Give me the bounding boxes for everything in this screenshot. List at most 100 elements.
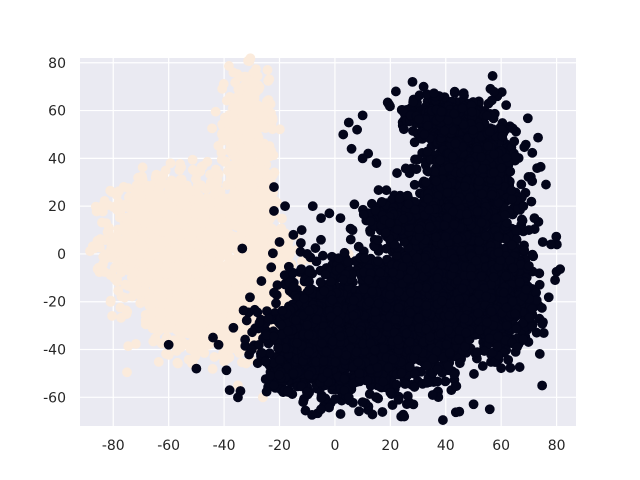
data-point xyxy=(114,212,125,223)
data-point xyxy=(187,254,198,265)
data-point xyxy=(251,64,261,74)
data-point xyxy=(190,239,200,249)
data-point xyxy=(265,99,276,109)
data-point xyxy=(262,65,273,75)
data-point xyxy=(177,337,188,348)
data-point xyxy=(199,294,209,304)
data-point xyxy=(248,235,258,246)
data-point xyxy=(207,231,218,242)
data-point xyxy=(102,227,113,238)
data-point xyxy=(335,409,346,419)
data-point xyxy=(347,225,358,236)
data-point xyxy=(239,71,250,82)
data-point xyxy=(241,315,252,326)
data-point xyxy=(249,77,260,88)
data-point xyxy=(248,203,259,214)
data-point xyxy=(113,261,124,271)
data-point xyxy=(147,213,157,224)
data-point xyxy=(120,279,131,290)
data-point xyxy=(145,247,156,258)
data-point xyxy=(158,170,169,180)
data-point xyxy=(284,249,295,260)
data-point xyxy=(163,245,174,256)
data-point xyxy=(477,361,488,371)
data-point xyxy=(438,415,448,425)
data-point xyxy=(266,262,277,273)
data-point xyxy=(245,53,256,64)
data-point xyxy=(377,407,388,417)
data-point xyxy=(409,382,420,392)
data-point xyxy=(226,266,237,277)
data-point xyxy=(207,123,217,134)
data-point xyxy=(223,166,233,176)
data-point xyxy=(122,265,133,276)
data-point xyxy=(353,241,364,252)
data-point xyxy=(189,325,200,336)
data-point xyxy=(264,74,275,85)
data-point xyxy=(310,243,321,253)
data-point xyxy=(267,114,278,125)
data-point xyxy=(207,239,218,250)
data-point xyxy=(225,193,235,203)
data-point xyxy=(274,256,284,267)
data-point xyxy=(155,317,166,328)
data-point xyxy=(153,356,164,367)
data-point xyxy=(171,346,182,356)
data-point xyxy=(209,222,220,233)
data-point xyxy=(237,357,247,368)
data-point xyxy=(165,158,176,169)
data-point xyxy=(221,365,232,376)
data-point xyxy=(172,311,183,322)
data-point xyxy=(168,180,179,191)
data-point xyxy=(136,172,146,183)
data-point xyxy=(135,190,146,200)
data-point xyxy=(148,336,159,347)
data-point xyxy=(238,111,249,122)
data-point xyxy=(205,252,216,263)
data-point xyxy=(207,363,218,374)
data-point xyxy=(200,211,210,222)
data-point xyxy=(212,313,223,324)
data-point xyxy=(145,238,156,248)
data-point xyxy=(267,124,278,135)
data-point xyxy=(251,129,262,140)
data-point xyxy=(137,162,148,173)
data-point xyxy=(222,276,233,287)
data-point xyxy=(185,341,196,351)
data-point xyxy=(131,338,141,349)
data-point xyxy=(173,242,184,253)
data-point xyxy=(225,254,236,264)
data-point xyxy=(153,225,163,235)
data-point xyxy=(158,283,169,294)
data-point xyxy=(215,304,226,314)
data-point xyxy=(165,220,175,231)
data-point xyxy=(175,174,186,185)
data-point xyxy=(354,406,364,417)
data-point xyxy=(109,273,120,284)
data-point xyxy=(170,276,180,287)
data-point xyxy=(105,297,116,307)
data-point xyxy=(210,106,221,117)
data-point xyxy=(468,399,479,410)
data-point xyxy=(141,227,152,238)
data-point xyxy=(277,213,287,224)
data-point xyxy=(243,120,254,131)
data-point xyxy=(219,356,229,367)
data-point xyxy=(202,156,213,167)
data-point xyxy=(235,210,246,221)
data-point xyxy=(135,298,146,309)
data-point xyxy=(140,310,151,320)
data-point xyxy=(219,156,230,167)
data-point xyxy=(228,143,238,154)
data-point xyxy=(231,274,242,285)
data-point xyxy=(209,352,220,362)
data-point xyxy=(166,191,177,201)
data-point xyxy=(139,200,150,211)
data-point xyxy=(222,180,232,190)
data-point xyxy=(270,196,281,206)
data-point xyxy=(238,305,249,316)
data-point xyxy=(237,243,248,254)
data-point xyxy=(153,193,164,204)
data-point xyxy=(164,305,174,316)
data-point xyxy=(237,182,248,192)
